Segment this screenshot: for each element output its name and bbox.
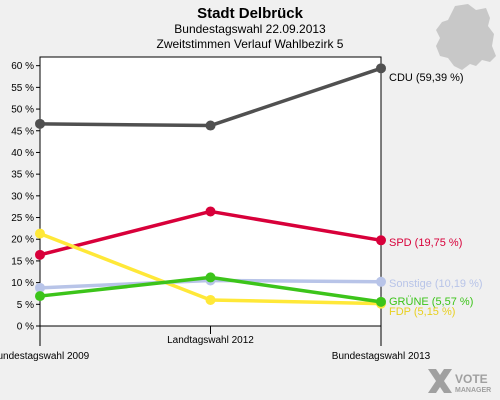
y-tick-label: 25 % xyxy=(11,213,34,224)
chart-title: Stadt Delbrück xyxy=(197,5,304,22)
chart-subtitle: Bundestagswahl 22.09.2013 xyxy=(174,22,326,36)
y-tick-label: 20 % xyxy=(11,235,34,246)
chart-subtitle-2: Zweitstimmen Verlauf Wahlbezirk 5 xyxy=(157,37,344,51)
x-cross-icon xyxy=(428,369,452,393)
vote-manager-logo: VOTE MANAGER xyxy=(428,369,491,394)
y-tick-label: 5 % xyxy=(17,300,34,311)
data-point xyxy=(205,272,216,283)
series-end-label: Sonstige (10,19 %) xyxy=(389,278,483,290)
data-point xyxy=(376,63,386,74)
y-tick-label: 35 % xyxy=(11,170,34,181)
series-end-label: FDP (5,15 %) xyxy=(389,306,455,318)
data-point xyxy=(35,228,45,239)
series-grüne xyxy=(35,272,386,307)
y-tick-label: 55 % xyxy=(11,83,34,94)
data-point xyxy=(205,294,216,305)
logo-manager: MANAGER xyxy=(455,387,491,394)
germany-map-icon xyxy=(436,4,496,70)
y-tick-label: 30 % xyxy=(11,191,34,202)
x-axis: Bundestagswahl 2009 Landtagswahl 2012 Bund… xyxy=(0,326,431,362)
data-point xyxy=(376,276,386,287)
series-cdu xyxy=(35,63,386,131)
x-tick-label: Bundestagswahl 2013 xyxy=(332,351,431,362)
series-end-label: CDU (59,39 %) xyxy=(389,72,464,84)
data-point xyxy=(376,296,386,307)
y-tick-label: 40 % xyxy=(11,148,34,159)
series-spd xyxy=(35,206,386,260)
y-tick-label: 60 % xyxy=(11,61,34,72)
y-tick-label: 15 % xyxy=(11,256,34,267)
data-point xyxy=(35,249,45,260)
series-end-label: SPD (19,75 %) xyxy=(389,237,462,249)
y-tick-label: 50 % xyxy=(11,105,34,116)
data-point xyxy=(35,282,45,293)
data-point xyxy=(35,291,45,302)
y-tick-label: 45 % xyxy=(11,126,34,137)
y-axis: 0 % 5 % 10 % 15 % 20 % 25 % 30 % 35 % 40 % 45 % 50… xyxy=(11,61,40,333)
y-tick-label: 10 % xyxy=(11,278,34,289)
x-tick-label: Landtagswahl 2012 xyxy=(167,335,254,346)
y-tick-label: 0 % xyxy=(17,322,34,333)
data-point xyxy=(35,118,45,129)
data-point xyxy=(205,206,216,217)
end-labels: CDU (59,39 %) SPD (19,75 %) FDP (5,15 %) So… xyxy=(389,72,483,318)
data-point xyxy=(205,120,216,131)
logo-vote: VOTE xyxy=(455,372,488,386)
x-tick-label: Bundestagswahl 2009 xyxy=(0,351,90,362)
series-end-label: GRÜNE (5,57 %) xyxy=(389,296,473,308)
series-layer xyxy=(35,63,386,309)
data-point xyxy=(376,235,386,246)
